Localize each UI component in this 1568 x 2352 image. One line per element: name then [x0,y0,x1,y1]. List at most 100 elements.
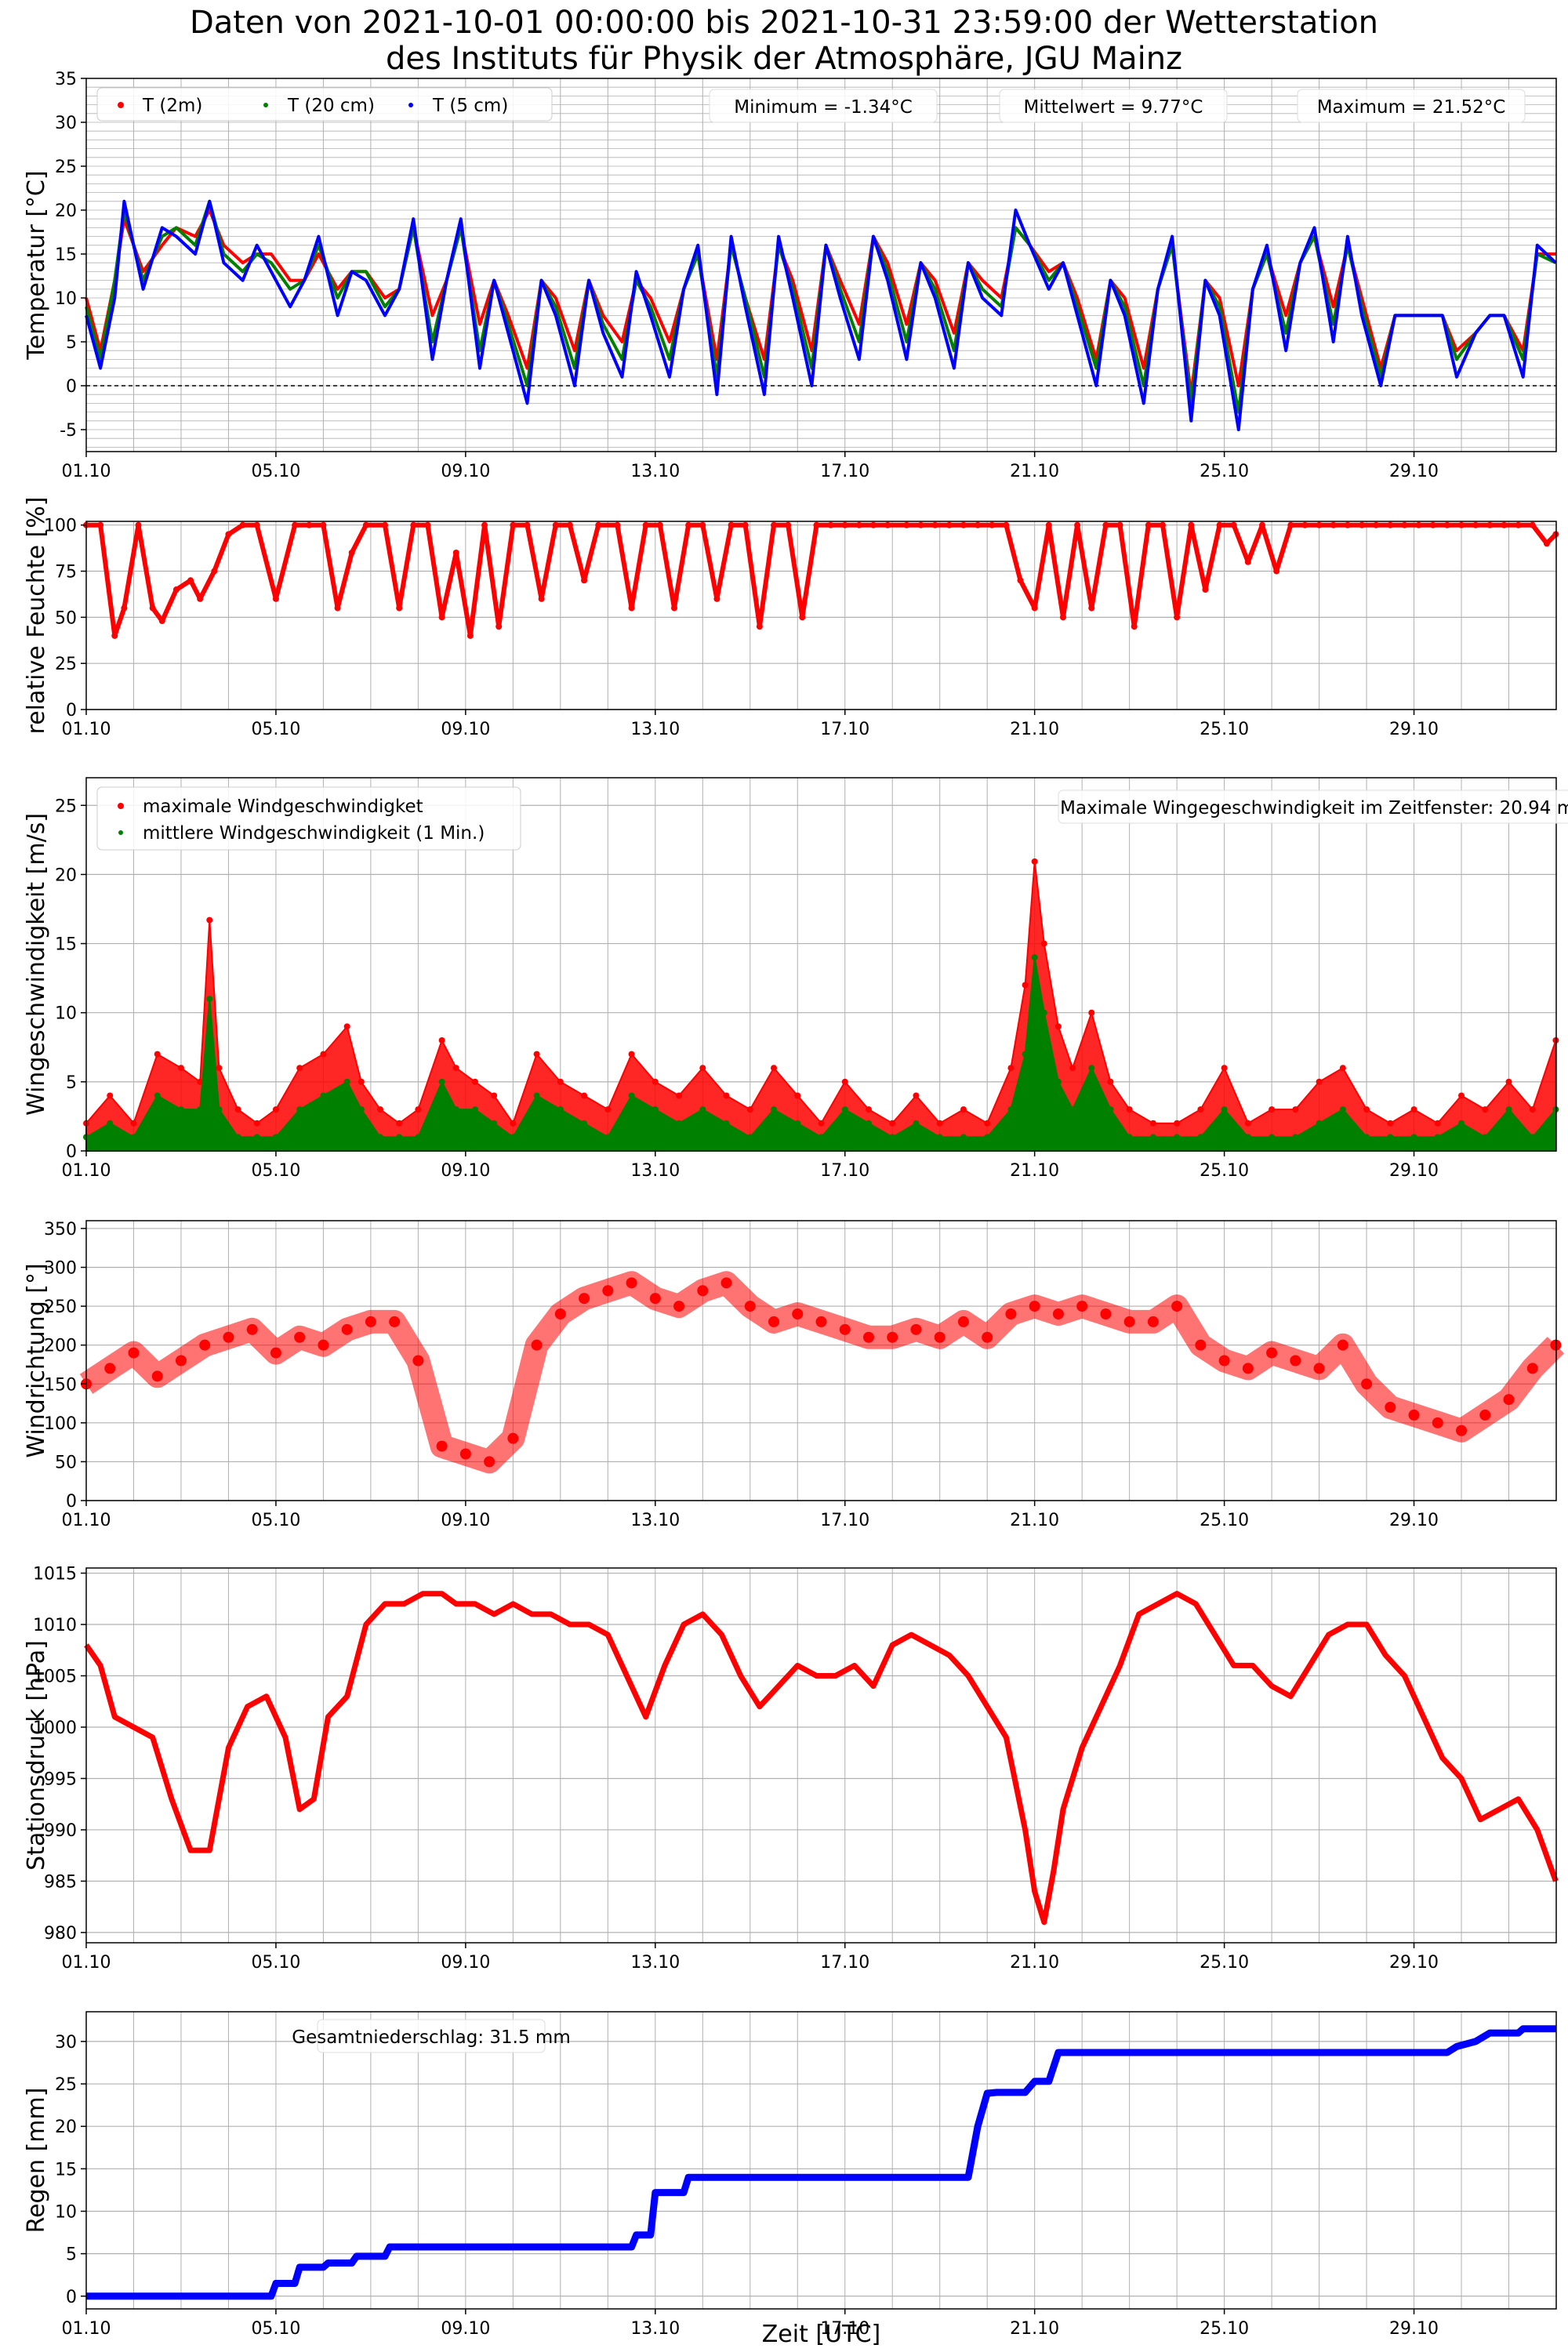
data-point [452,550,459,556]
y-tick-label: 0 [66,2288,77,2307]
data-point [239,521,246,528]
y-tick-label: 995 [44,1769,77,1789]
annotation-text: Gesamtniederschlag: 31.5 mm [292,2027,570,2048]
data-point [272,1134,279,1141]
y-tick-label: 5 [66,333,77,353]
legend-marker [118,830,123,835]
y-axis-label: Windrichtung [°] [23,1263,50,1457]
annotation-text: Maximum = 21.52°C [1317,97,1506,118]
legend-label: maximale Windgeschwindigket [143,797,423,817]
data-point [1107,1078,1114,1085]
legend-label: T (5 cm) [432,96,508,116]
y-tick-label: 50 [55,608,77,628]
data-point [841,521,848,528]
x-tick-label: 09.10 [441,2319,490,2339]
series-line [86,522,1558,638]
y-tick-label: 350 [44,1220,77,1240]
x-tick-label: 21.10 [1010,2319,1059,2339]
x-tick-label: 13.10 [630,720,680,739]
data-point [510,1134,517,1141]
data-point [1269,1134,1276,1141]
data-point [1007,1106,1014,1113]
data-point [466,632,474,639]
data-point [481,521,488,528]
data-point [471,1106,478,1113]
data-point [771,1106,778,1113]
data-point [865,1120,872,1127]
data-point [438,614,445,621]
data-point [785,521,792,528]
y-tick-label: 25 [55,2075,77,2095]
y-tick-label: 300 [44,1259,77,1279]
data-point [671,604,677,612]
y-tick-label: 75 [55,563,77,583]
data-point [889,1134,896,1141]
data-point [396,604,403,612]
data-point [524,521,531,528]
y-tick-label: 25 [55,158,77,177]
data-point [538,595,545,602]
data-point [1363,1134,1370,1141]
data-point [1054,1078,1062,1085]
data-point [1501,521,1508,528]
data-point [1069,1065,1076,1072]
data-point [614,521,621,528]
data-point [97,521,104,528]
data-point [177,1106,184,1113]
data-point [1486,521,1494,528]
panel-pressure: 980 985 990 995 1000 1005 1010 1015 01.10 05.10 09… [23,1565,1559,1973]
annotation-text: Maximale Wingegeschwindigkeit im Zeitfen… [1060,798,1568,818]
x-tick-label: 21.10 [1010,1953,1059,1973]
data-point [604,1106,612,1113]
data-point [917,521,924,528]
y-axis-label: Temperatur [°C] [23,170,50,360]
data-point [870,521,877,528]
y-tick-label: -5 [60,421,77,441]
y-tick-label: 5 [66,1073,77,1093]
y-tick-label: 100 [44,1414,77,1434]
x-tick-label: 01.10 [62,2319,111,2339]
data-point [491,1120,498,1127]
data-point [1415,521,1422,528]
data-point [1543,540,1550,547]
data-point [253,521,260,528]
data-point [533,1092,540,1099]
data-point [1040,1009,1047,1016]
legend-marker [118,102,124,108]
data-point [320,521,327,528]
data-point [510,521,517,528]
data-point [415,1134,422,1141]
series-line [85,199,1557,431]
data-point [452,1106,459,1113]
plot-frame [85,777,1557,1152]
y-tick-label: 30 [55,114,77,133]
data-point [656,521,663,528]
data-point [1149,1120,1156,1127]
data-point [253,1134,260,1141]
data-point [234,1134,241,1141]
data-point [685,521,692,528]
data-point [746,1134,753,1141]
y-tick-label: 10 [55,1004,77,1024]
data-point [358,1106,365,1113]
data-point [1330,521,1337,528]
data-point [628,604,635,612]
data-point [154,1051,161,1058]
data-point [1434,1120,1441,1127]
data-point [471,1078,478,1085]
data-point [566,521,573,528]
data-point [628,1092,635,1099]
x-tick-label: 13.10 [630,1953,680,1973]
title-line-2: des Instituts für Physik der Atmosphäre,… [385,41,1183,77]
x-tick-label: 29.10 [1389,1161,1439,1181]
data-point [1359,521,1366,528]
data-point [320,1051,327,1058]
data-point [410,521,417,528]
x-tick-label: 13.10 [630,1511,680,1530]
data-point [1074,521,1081,528]
data-point [1088,1009,1095,1016]
data-point [1529,521,1536,528]
data-point [296,1065,303,1072]
x-tick-label: 21.10 [1010,720,1059,739]
